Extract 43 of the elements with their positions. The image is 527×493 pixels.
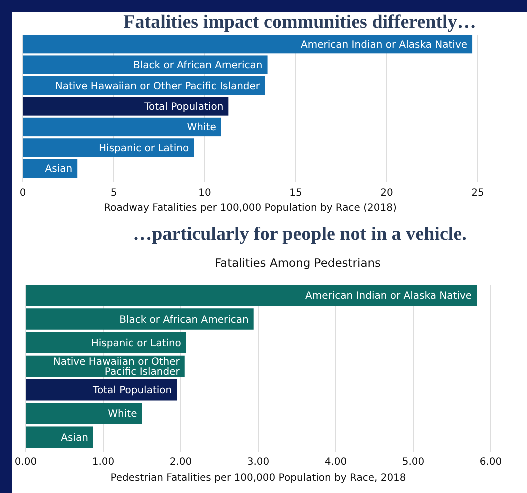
chart-subtitle: Fatalities Among Pedestrians [214, 256, 382, 270]
bar [26, 285, 478, 306]
y-tick-label: White [108, 409, 138, 420]
bar [23, 138, 194, 158]
x-tick-label: 20 [380, 188, 394, 199]
x-tick-label: 15 [290, 188, 302, 199]
bar [23, 159, 78, 178]
x-axis-title: Pedestrian Fatalities per 100,000 Population by Race, 2018 [110, 473, 406, 484]
x-tick-label: 3.00 [247, 457, 270, 468]
y-tick-label: American Indian or Alaska Native [306, 291, 472, 302]
y-tick-label: White [187, 122, 216, 134]
x-tick-label: 2.00 [170, 457, 192, 468]
bar [26, 403, 142, 424]
bar [26, 426, 94, 448]
y-tick-label: American Indian or Alaska Native [301, 40, 468, 51]
chart-title: Fatalities impact communities differently… [124, 12, 476, 33]
x-tick-label: 5 [110, 188, 118, 199]
y-tick-label: Hispanic or Latino [99, 143, 190, 154]
y-tick-label: Asian [61, 432, 88, 444]
y-tick-label: Asian [45, 164, 73, 176]
bar [23, 118, 222, 137]
x-tick-label: 5.00 [402, 457, 425, 468]
x-tick-label: 10 [198, 188, 212, 199]
x-tick-label: 0.00 [14, 457, 38, 468]
y-tick-label: Native Hawaiian or Other Pacific Islander [55, 81, 261, 92]
x-axis-title: Roadway Fatalities per 100,000 Population by Race (2018) [104, 203, 397, 214]
y-tick-label: Hispanic or Latino [91, 338, 182, 350]
x-tick-label: 4.00 [324, 457, 348, 468]
y-tick-label: Black or African American [134, 60, 263, 72]
bar [23, 35, 473, 54]
y-tick-label: Total Population [144, 102, 224, 113]
bar [23, 56, 268, 74]
bar [26, 332, 186, 354]
x-tick-label: 6.00 [480, 457, 502, 468]
y-tick-label: Total Population [92, 386, 172, 397]
bar [26, 308, 254, 330]
bar [26, 379, 178, 401]
y-tick-label: Black or African American [120, 314, 249, 326]
x-tick-label: 1.00 [92, 457, 115, 468]
x-tick-label: 0 [20, 188, 26, 199]
x-tick-label: 25 [472, 188, 484, 199]
bar [23, 97, 229, 116]
y-tick-label: Native Hawaiian or Other Pacific Islander [53, 357, 181, 378]
